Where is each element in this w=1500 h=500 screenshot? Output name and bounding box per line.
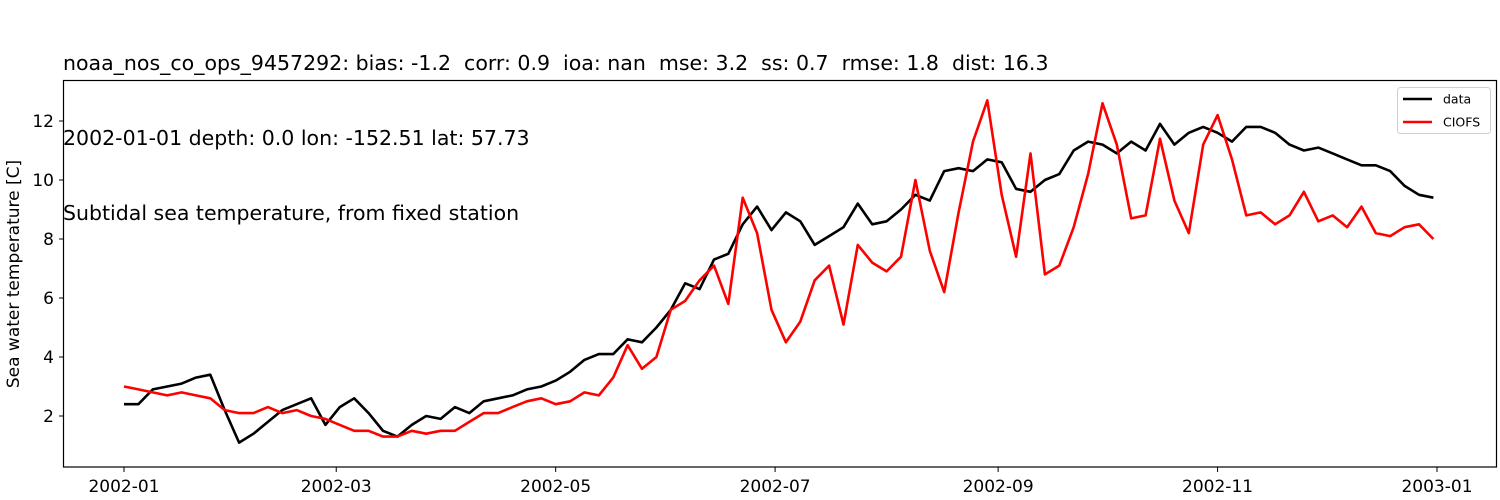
y-tick-label: 10 xyxy=(32,171,54,191)
y-tick-label: 6 xyxy=(43,289,54,309)
y-tick-label: 12 xyxy=(32,112,54,132)
legend-label-data: data xyxy=(1443,92,1471,107)
x-tick-label: 2002-05 xyxy=(520,477,591,497)
x-tick-label: 2003-01 xyxy=(1401,477,1472,497)
y-axis-label: Sea water temperature [C] xyxy=(4,160,24,388)
title-location-line: 2002-01-01 depth: 0.0 lon: -152.51 lat: … xyxy=(63,126,530,150)
x-tick-label: 2002-03 xyxy=(301,477,372,497)
series-line-ciofs xyxy=(123,99,1435,438)
y-axis: 2 4 6 8 10 12 xyxy=(32,112,64,427)
y-tick-label: 2 xyxy=(43,407,54,427)
x-tick-label: 2002-07 xyxy=(740,477,811,497)
plot-area xyxy=(123,99,1435,444)
title-metrics-line: noaa_nos_co_ops_9457292: bias: -1.2 corr… xyxy=(63,51,1049,75)
axes-frame xyxy=(62,79,1498,468)
x-tick-label: 2002-11 xyxy=(1182,477,1253,497)
y-tick-label: 8 xyxy=(43,230,54,250)
legend: data CIOFS xyxy=(1397,87,1491,134)
series-line-data xyxy=(124,122,1434,444)
legend-label-ciofs: CIOFS xyxy=(1443,115,1480,130)
x-tick-label: 2002-09 xyxy=(963,477,1034,497)
x-axis: 2002-01 2002-03 2002-05 2002-07 2002-09 2002-… xyxy=(88,467,1473,497)
x-tick-label: 2002-01 xyxy=(88,477,159,497)
title-description-line: Subtidal sea temperature, from fixed sta… xyxy=(63,201,520,225)
y-tick-label: 4 xyxy=(43,348,54,368)
chart-title: noaa_nos_co_ops_9457292: bias: -1.2 corr… xyxy=(63,1,1048,251)
